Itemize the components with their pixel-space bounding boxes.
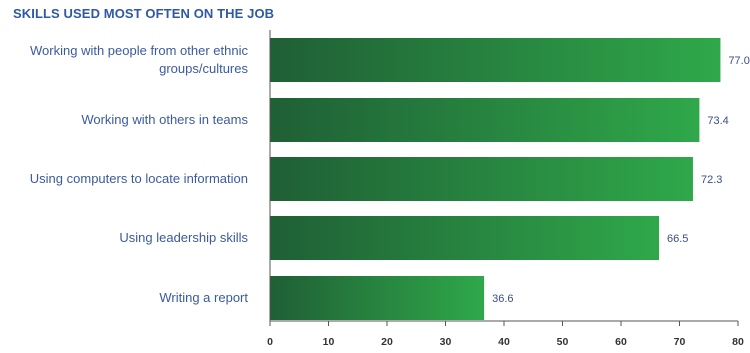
category-label-2: Using computers to locate information (30, 171, 248, 186)
value-label-3: 66.5 (667, 233, 688, 245)
x-tick-label-3: 30 (440, 336, 452, 348)
category-label-4: Writing a report (159, 290, 248, 305)
value-label-1: 73.4 (707, 115, 728, 127)
bar-2 (270, 157, 693, 201)
bar-0 (270, 38, 721, 82)
x-tick-label-4: 40 (498, 336, 510, 348)
value-label-0: 77.0 (728, 55, 749, 67)
value-label-2: 72.3 (701, 174, 722, 186)
category-label-0: Working with people from other ethnic gro… (30, 43, 248, 76)
x-tick-label-1: 10 (323, 336, 335, 348)
category-label-1: Working with others in teams (81, 112, 248, 127)
value-label-4: 36.6 (492, 293, 513, 305)
x-tick-label-5: 50 (557, 336, 569, 348)
bar-1 (270, 98, 700, 142)
x-tick-label-0: 0 (267, 336, 273, 348)
category-label-3: Using leadership skills (119, 230, 248, 245)
x-tick-label-2: 20 (381, 336, 393, 348)
x-tick-label-7: 70 (674, 336, 686, 348)
bar-4 (270, 276, 485, 320)
chart-title: SKILLS USED MOST OFTEN ON THE JOB (13, 6, 275, 21)
x-tick-label-8: 80 (732, 336, 744, 348)
x-tick-label-6: 60 (615, 336, 627, 348)
bar-3 (270, 216, 660, 260)
